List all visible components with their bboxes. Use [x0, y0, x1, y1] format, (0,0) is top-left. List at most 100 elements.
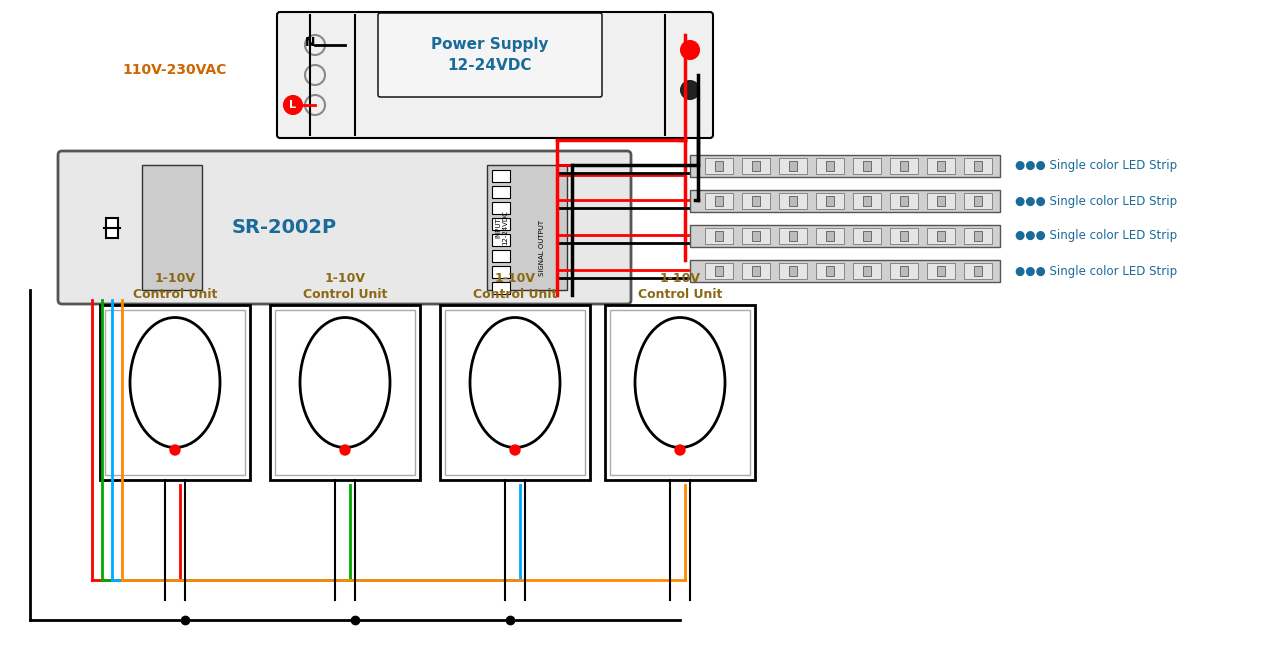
- Text: 1-10V
Control Unit: 1-10V Control Unit: [302, 273, 387, 302]
- Bar: [965, 158, 991, 174]
- Bar: [853, 158, 881, 174]
- Bar: [965, 193, 991, 209]
- Ellipse shape: [300, 317, 389, 448]
- Bar: [690, 260, 1000, 282]
- Text: ●●● Single color LED Strip: ●●● Single color LED Strip: [1015, 265, 1177, 278]
- Bar: [690, 155, 1000, 177]
- Bar: [974, 161, 983, 171]
- Bar: [965, 228, 991, 244]
- Bar: [106, 217, 118, 238]
- Text: SR-2002P: SR-2002P: [232, 218, 337, 237]
- Circle shape: [284, 96, 302, 114]
- Circle shape: [170, 445, 181, 455]
- FancyBboxPatch shape: [277, 12, 714, 138]
- Bar: [779, 263, 807, 279]
- Text: SIGNAL OUTPUT: SIGNAL OUTPUT: [539, 219, 544, 276]
- Bar: [927, 158, 956, 174]
- Bar: [901, 266, 908, 276]
- Bar: [742, 263, 770, 279]
- Bar: [890, 228, 918, 244]
- Bar: [816, 158, 844, 174]
- Bar: [936, 266, 945, 276]
- Circle shape: [681, 41, 699, 59]
- Bar: [890, 263, 918, 279]
- Bar: [816, 228, 844, 244]
- Text: N: N: [305, 36, 315, 49]
- Bar: [974, 231, 983, 241]
- Bar: [715, 196, 722, 206]
- Bar: [742, 193, 770, 209]
- Circle shape: [339, 445, 350, 455]
- FancyBboxPatch shape: [58, 151, 632, 304]
- Bar: [890, 193, 918, 209]
- Bar: [974, 196, 983, 206]
- Bar: [715, 231, 722, 241]
- Text: 110V-230VAC: 110V-230VAC: [123, 63, 227, 77]
- Bar: [492, 282, 510, 294]
- Bar: [690, 190, 1000, 212]
- Bar: [715, 161, 722, 171]
- Bar: [789, 161, 797, 171]
- Text: 1-10V
Control Unit: 1-10V Control Unit: [133, 273, 218, 302]
- Bar: [853, 228, 881, 244]
- Circle shape: [681, 81, 699, 99]
- Bar: [863, 231, 871, 241]
- Bar: [927, 263, 956, 279]
- Bar: [901, 161, 908, 171]
- Bar: [863, 161, 871, 171]
- Text: 1-10V
Control Unit: 1-10V Control Unit: [638, 273, 722, 302]
- Bar: [789, 196, 797, 206]
- Bar: [927, 228, 956, 244]
- Text: INPUT
12-24VDC: INPUT 12-24VDC: [496, 210, 509, 245]
- Bar: [690, 225, 1000, 247]
- Bar: [779, 228, 807, 244]
- Bar: [705, 158, 733, 174]
- Circle shape: [675, 445, 685, 455]
- Bar: [492, 250, 510, 262]
- Bar: [936, 161, 945, 171]
- Text: ●●● Single color LED Strip: ●●● Single color LED Strip: [1015, 160, 1177, 173]
- Bar: [853, 193, 881, 209]
- Bar: [492, 186, 510, 198]
- Bar: [901, 196, 908, 206]
- Bar: [927, 193, 956, 209]
- Bar: [270, 305, 420, 480]
- Bar: [779, 158, 807, 174]
- Bar: [901, 231, 908, 241]
- Bar: [492, 170, 510, 182]
- Bar: [936, 231, 945, 241]
- Text: L: L: [290, 100, 296, 110]
- Bar: [816, 193, 844, 209]
- Bar: [705, 263, 733, 279]
- Bar: [890, 158, 918, 174]
- Text: ●●● Single color LED Strip: ●●● Single color LED Strip: [1015, 230, 1177, 243]
- Bar: [742, 228, 770, 244]
- Bar: [826, 266, 834, 276]
- Bar: [779, 193, 807, 209]
- Bar: [492, 234, 510, 246]
- Bar: [142, 165, 202, 290]
- Bar: [105, 310, 245, 475]
- Bar: [487, 165, 567, 290]
- Bar: [965, 263, 991, 279]
- Bar: [492, 266, 510, 278]
- Bar: [752, 161, 760, 171]
- Text: ●●● Single color LED Strip: ●●● Single color LED Strip: [1015, 195, 1177, 208]
- Bar: [445, 310, 585, 475]
- Bar: [275, 310, 415, 475]
- Bar: [752, 266, 760, 276]
- Bar: [605, 305, 755, 480]
- Bar: [705, 193, 733, 209]
- Bar: [826, 231, 834, 241]
- Bar: [826, 161, 834, 171]
- Bar: [492, 218, 510, 230]
- Bar: [439, 305, 591, 480]
- Bar: [705, 228, 733, 244]
- Bar: [816, 263, 844, 279]
- Bar: [789, 231, 797, 241]
- Bar: [610, 310, 749, 475]
- Ellipse shape: [470, 317, 560, 448]
- Bar: [826, 196, 834, 206]
- Ellipse shape: [635, 317, 725, 448]
- Bar: [974, 266, 983, 276]
